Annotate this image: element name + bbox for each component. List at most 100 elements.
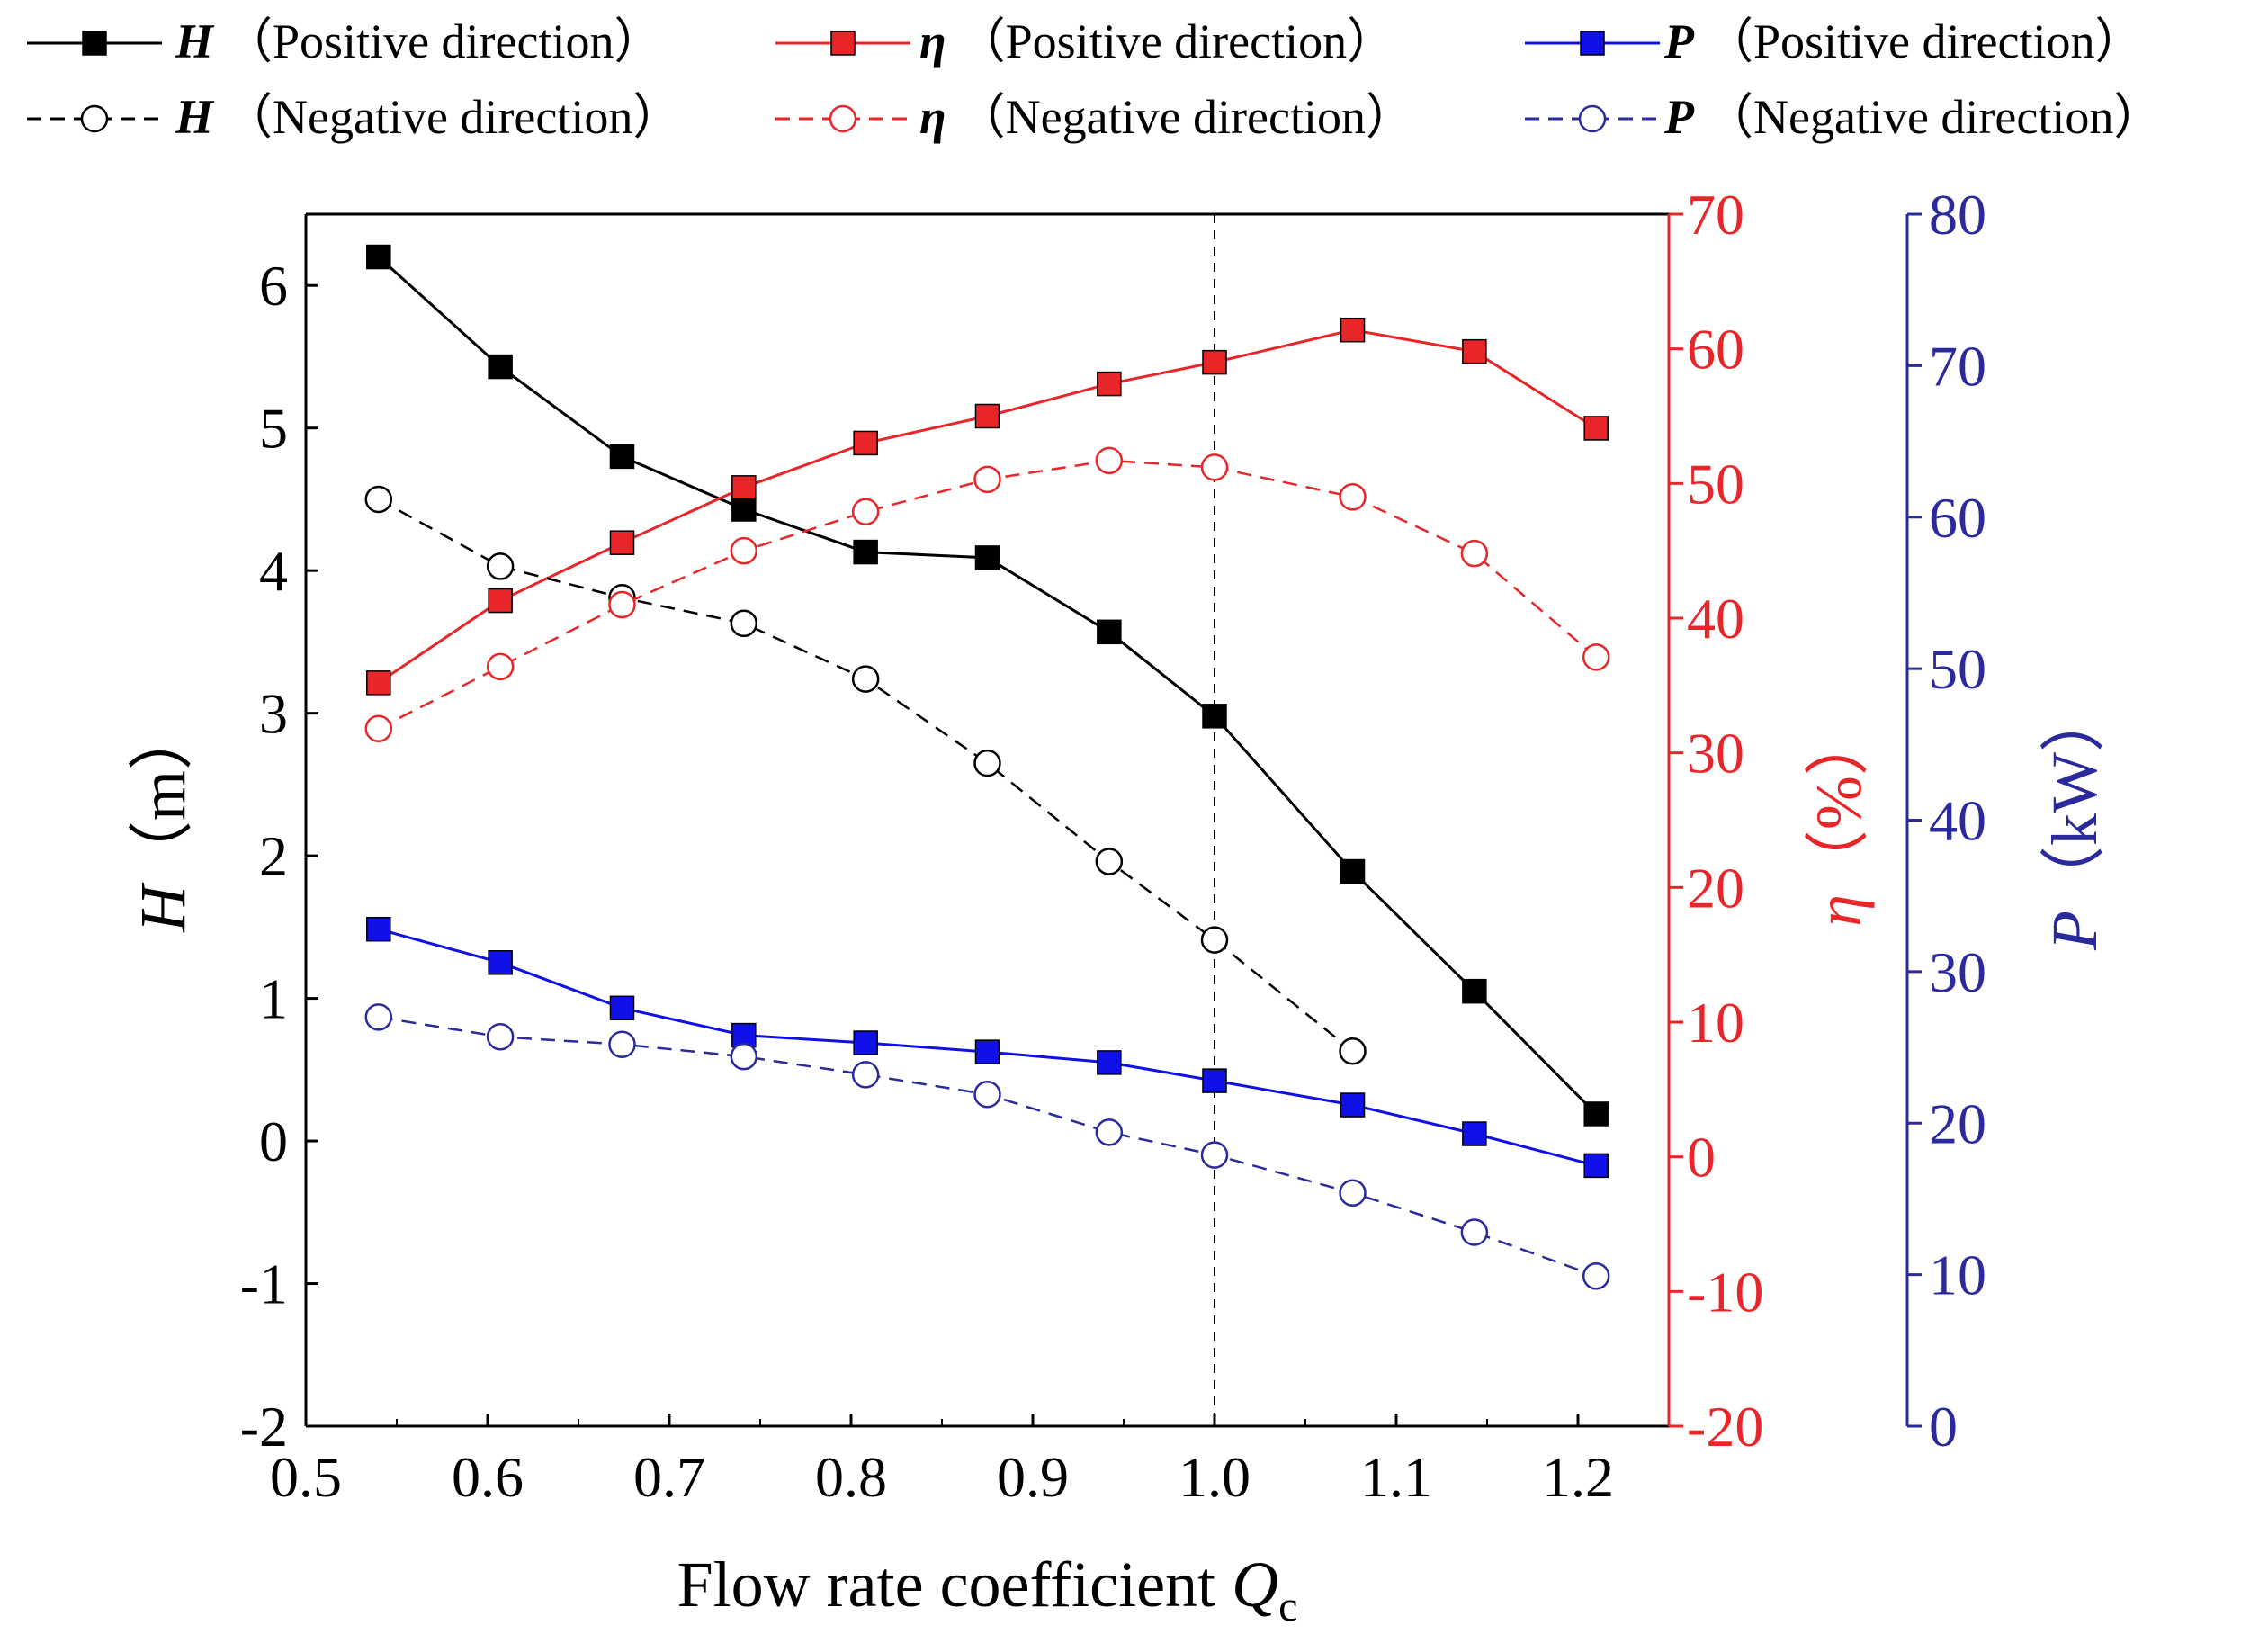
p-tick-label: 80	[1929, 183, 1986, 247]
series-layer	[364, 244, 1610, 1290]
h-tick-label: -2	[240, 1395, 288, 1459]
data-point	[974, 545, 1000, 570]
legend-desc: （Positive direction）	[957, 14, 1395, 68]
legend-var: H	[175, 90, 215, 144]
data-point	[1340, 317, 1366, 343]
legend-desc: （Negative direction）	[224, 90, 681, 144]
x-tick-label: 0.9	[997, 1445, 1069, 1509]
axes-layer: 0.5 0.6 0.7 0.8 0.9 1.0 1.1 1.2-2-10123456-20-1…	[127, 183, 2111, 1630]
legend-text: η （Positive direction）	[919, 14, 1395, 68]
x-tick-label: 0.8	[815, 1445, 887, 1509]
data-point	[731, 475, 757, 500]
data-point	[973, 1081, 1001, 1109]
legend-var: η	[919, 14, 946, 68]
p-axis-title: P（kW）	[2039, 687, 2111, 951]
p-tick-label: 40	[1929, 789, 1986, 853]
data-point	[1202, 704, 1227, 729]
series-0	[366, 244, 1609, 1127]
h-tick-label: 2	[259, 824, 288, 888]
data-point	[1339, 483, 1367, 511]
data-point	[609, 444, 635, 470]
legend-desc: （Negative direction）	[957, 90, 1414, 144]
legend-marker	[80, 104, 109, 133]
h-axis-title-unit: （m）	[127, 705, 199, 885]
legend-text: H （Positive direction）	[175, 14, 662, 68]
data-point	[1097, 371, 1122, 397]
series-3	[364, 485, 1367, 1065]
data-point	[974, 403, 1000, 429]
data-point	[366, 916, 391, 942]
x-tick-label: 1.1	[1360, 1445, 1432, 1509]
x-tick-label: 1.0	[1179, 1445, 1251, 1509]
eta-tick-label: -10	[1687, 1260, 1763, 1324]
legend-var: P	[1663, 90, 1695, 144]
data-point	[364, 1003, 393, 1031]
legend-marker	[830, 31, 856, 56]
data-point	[1582, 643, 1610, 671]
h-tick-label: 0	[259, 1109, 288, 1173]
data-point	[1583, 416, 1609, 441]
data-point	[853, 430, 878, 456]
series-4	[364, 446, 1610, 742]
data-point	[1339, 1037, 1367, 1065]
h-axis-title: H（m）	[127, 705, 199, 933]
data-point	[366, 244, 391, 270]
legend-text: H （Negative direction）	[175, 90, 681, 144]
legend-marker	[1580, 31, 1605, 56]
series-5	[364, 1003, 1610, 1290]
data-point	[1582, 1262, 1610, 1290]
legend-item: P （Positive direction）	[1525, 14, 2143, 68]
p-tick-label: 10	[1929, 1243, 1986, 1307]
series-1	[366, 317, 1609, 696]
data-point	[851, 1061, 880, 1089]
data-point	[1583, 1153, 1609, 1179]
data-point	[974, 1039, 1000, 1064]
eta-axis-title-var: η	[1803, 894, 1875, 927]
x-tick-label: 0.5	[270, 1445, 342, 1509]
legend-var: η	[919, 90, 946, 144]
legend-item: η （Positive direction）	[775, 14, 1395, 68]
data-point	[1095, 848, 1124, 875]
p-tick-label: 0	[1929, 1395, 1958, 1459]
legend: H （Positive direction） η （Positive directio…	[27, 14, 2162, 144]
data-point	[1460, 539, 1489, 568]
data-point	[366, 670, 391, 696]
data-point	[973, 749, 1001, 777]
eta-tick-label: 60	[1687, 318, 1744, 382]
eta-tick-label: 0	[1687, 1126, 1716, 1190]
h-tick-label: 5	[259, 397, 288, 461]
legend-desc: （Negative direction）	[1705, 90, 2162, 144]
eta-tick-label: 50	[1687, 452, 1744, 516]
data-point	[1339, 1179, 1367, 1207]
eta-tick-label: -20	[1687, 1395, 1763, 1459]
h-tick-label: 4	[259, 539, 288, 603]
data-point	[730, 536, 758, 565]
data-point	[851, 498, 880, 526]
data-point	[1097, 619, 1122, 645]
data-point	[486, 652, 515, 681]
eta-tick-label: 30	[1687, 722, 1744, 786]
data-point	[1462, 1121, 1487, 1146]
legend-item: η （Negative direction）	[775, 90, 1414, 144]
legend-item: H （Negative direction）	[27, 90, 681, 144]
legend-desc: （Positive direction）	[224, 14, 662, 68]
legend-text: η （Negative direction）	[919, 90, 1414, 144]
x-axis-title-var: Q	[1232, 1549, 1278, 1621]
p-axis-title-unit: （kW）	[2039, 687, 2111, 911]
data-point	[1462, 978, 1487, 1004]
legend-item: P （Negative direction）	[1525, 90, 2162, 144]
p-tick-label: 20	[1929, 1091, 1986, 1155]
data-point	[1202, 1068, 1227, 1093]
series-line	[377, 328, 1597, 685]
data-point	[1200, 1141, 1229, 1169]
data-point	[488, 354, 513, 380]
h-axis-title-var: H	[127, 882, 199, 933]
data-point	[1097, 1050, 1122, 1075]
data-point	[486, 1023, 515, 1051]
data-point	[364, 714, 393, 742]
data-point	[851, 665, 880, 693]
eta-tick-label: 70	[1687, 183, 1744, 247]
legend-marker	[1578, 104, 1607, 133]
eta-tick-label: 40	[1687, 587, 1744, 651]
